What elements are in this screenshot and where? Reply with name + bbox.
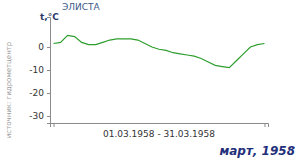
y-tick: -20	[29, 88, 50, 98]
x-axis	[51, 123, 269, 127]
y-tick-label: -10	[29, 65, 44, 75]
x-tick	[264, 123, 265, 127]
y-axis-line	[47, 18, 51, 124]
y-tick: -30	[29, 111, 50, 121]
x-tick-mark	[264, 123, 265, 127]
x-tick-mark	[54, 123, 55, 127]
y-tick-mark	[47, 47, 50, 48]
subtitle: март, 1958	[219, 144, 295, 158]
title: ЭЛИСТА	[62, 2, 101, 12]
series-line	[54, 35, 265, 67]
x-label: 01.03.1958 - 31.03.1958	[103, 129, 215, 139]
y-tick-label: -30	[29, 111, 44, 121]
y-axis: 0 -10 -20 -30	[29, 18, 50, 124]
y-tick-label: -20	[29, 88, 44, 98]
y-tick: 0	[38, 42, 50, 52]
source: источник: гидрометцентр	[5, 41, 13, 138]
y-tick-mark	[47, 70, 50, 71]
chart: ЭЛИСТАt,°Cисточник: гидрометцентр0-10-20…	[0, 0, 300, 160]
plot	[54, 35, 265, 67]
y-tick: -10	[29, 65, 50, 75]
y-tick-label: 0	[38, 42, 44, 52]
x-tick	[54, 123, 55, 127]
x-axis-line	[51, 124, 269, 128]
y-tick-mark	[47, 116, 50, 117]
y-tick-mark	[47, 93, 50, 94]
